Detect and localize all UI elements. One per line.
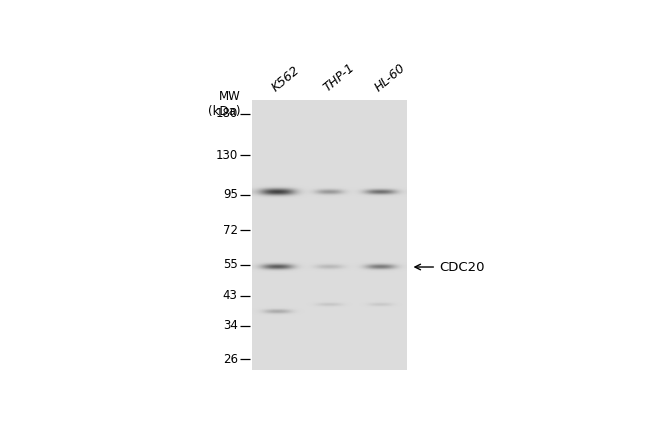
Text: 55: 55 — [223, 258, 238, 271]
Text: HL-60: HL-60 — [372, 62, 408, 95]
Text: THP-1: THP-1 — [321, 61, 357, 95]
Text: CDC20: CDC20 — [439, 260, 485, 273]
Text: 180: 180 — [215, 107, 238, 120]
Text: 130: 130 — [215, 149, 238, 162]
Bar — [252, 101, 407, 370]
Text: K562: K562 — [269, 64, 302, 95]
Text: 72: 72 — [223, 224, 238, 237]
Text: 26: 26 — [223, 353, 238, 366]
Text: 43: 43 — [223, 289, 238, 302]
Text: 95: 95 — [223, 188, 238, 201]
Text: 34: 34 — [223, 319, 238, 332]
Text: MW
(kDa): MW (kDa) — [207, 90, 240, 118]
